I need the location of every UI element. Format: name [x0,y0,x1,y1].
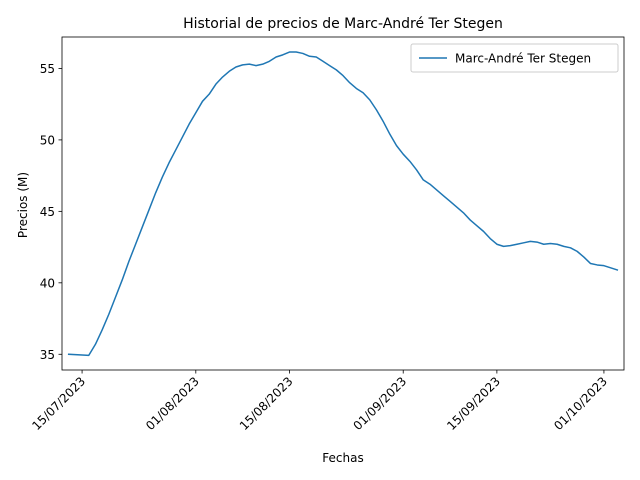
x-tick-label: 15/09/2023 [444,374,503,433]
y-axis: 35 40 45 50 55 [40,62,62,362]
plot-area [61,36,625,371]
legend: Marc-André Ter Stegen [410,43,619,73]
legend-label: Marc-André Ter Stegen [455,52,591,66]
x-tick-label: 15/08/2023 [237,374,296,433]
y-tick-label: 55 [40,62,55,76]
x-tick-label: 01/10/2023 [551,374,610,433]
y-tick-label: 45 [40,205,55,219]
x-axis-title: Fechas [322,451,363,465]
legend-box [410,43,619,73]
x-tick-label: 01/08/2023 [143,374,202,433]
y-axis-title: Precios (M) [16,172,30,238]
x-axis: 15/07/2023 01/08/2023 15/08/2023 01/09/2023… [29,370,610,433]
y-tick-label: 40 [40,276,55,290]
y-tick-label: 50 [40,133,55,147]
x-tick-label: 01/09/2023 [351,374,410,433]
y-tick-label: 35 [40,348,55,362]
series-line-0 [67,51,619,357]
x-tick-label: 15/07/2023 [29,374,88,433]
axes-frame [61,36,625,371]
chart-title: Historial de precios de Marc-André Ter S… [183,16,503,32]
